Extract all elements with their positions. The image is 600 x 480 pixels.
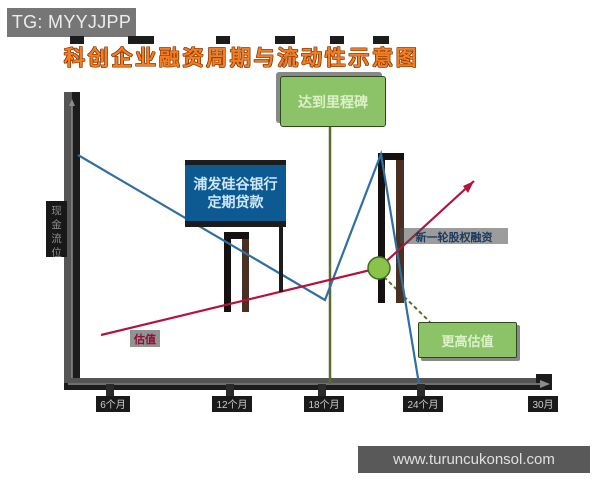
svg-text:估值: 估值 xyxy=(133,332,156,346)
svg-text:新一轮股权融资: 新一轮股权融资 xyxy=(416,230,493,244)
